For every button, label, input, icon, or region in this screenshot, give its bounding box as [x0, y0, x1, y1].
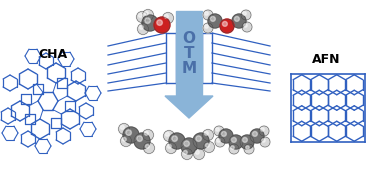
Circle shape [123, 127, 139, 143]
Circle shape [196, 136, 201, 141]
Circle shape [172, 136, 177, 141]
Circle shape [194, 148, 204, 160]
Circle shape [181, 138, 197, 154]
Circle shape [203, 130, 214, 140]
Circle shape [214, 126, 224, 136]
Circle shape [166, 143, 177, 153]
Text: T: T [184, 46, 194, 61]
Circle shape [203, 23, 213, 33]
Circle shape [118, 124, 130, 134]
Circle shape [211, 16, 215, 21]
Polygon shape [165, 96, 213, 118]
Circle shape [139, 25, 143, 29]
Circle shape [242, 22, 252, 32]
Circle shape [136, 11, 147, 22]
Circle shape [134, 133, 150, 149]
Circle shape [193, 133, 209, 149]
Circle shape [144, 131, 148, 135]
Circle shape [232, 14, 246, 28]
Circle shape [262, 139, 265, 142]
Circle shape [231, 138, 236, 142]
Circle shape [234, 16, 239, 21]
Circle shape [220, 19, 234, 33]
Text: AFN: AFN [312, 53, 340, 66]
Circle shape [243, 12, 246, 15]
Circle shape [181, 148, 192, 160]
Circle shape [126, 130, 132, 135]
Circle shape [242, 138, 247, 142]
Circle shape [216, 128, 219, 131]
Circle shape [146, 144, 149, 148]
Text: CHA: CHA [39, 48, 68, 61]
Circle shape [145, 18, 150, 23]
Circle shape [253, 131, 257, 136]
Circle shape [195, 151, 199, 154]
Circle shape [143, 130, 153, 140]
Circle shape [240, 135, 254, 149]
Circle shape [121, 125, 124, 129]
Circle shape [261, 128, 264, 131]
Bar [176, 11, 202, 96]
Circle shape [222, 131, 226, 136]
Circle shape [183, 151, 187, 154]
Circle shape [231, 146, 234, 149]
Circle shape [205, 143, 209, 147]
Circle shape [259, 126, 269, 136]
Circle shape [215, 137, 225, 147]
Circle shape [246, 146, 249, 149]
Circle shape [244, 144, 254, 154]
Circle shape [208, 14, 222, 28]
Circle shape [164, 130, 175, 142]
Circle shape [203, 10, 213, 20]
Circle shape [229, 135, 243, 149]
Circle shape [203, 142, 214, 153]
Circle shape [219, 129, 233, 143]
Circle shape [169, 133, 185, 149]
Circle shape [154, 17, 170, 33]
Circle shape [144, 11, 148, 15]
Circle shape [163, 12, 174, 24]
Circle shape [260, 137, 270, 147]
Circle shape [204, 131, 208, 135]
Circle shape [167, 144, 171, 148]
Circle shape [138, 24, 149, 34]
Circle shape [157, 20, 163, 25]
Circle shape [164, 14, 168, 18]
Circle shape [222, 21, 227, 26]
Circle shape [244, 24, 247, 27]
Circle shape [143, 10, 153, 20]
Circle shape [217, 139, 220, 142]
Text: M: M [181, 61, 197, 76]
Circle shape [229, 144, 239, 154]
Text: O: O [183, 31, 195, 46]
Circle shape [137, 136, 143, 141]
Circle shape [144, 143, 155, 153]
Circle shape [241, 10, 251, 20]
Circle shape [138, 13, 142, 17]
Circle shape [142, 15, 158, 31]
Circle shape [250, 129, 264, 143]
Circle shape [121, 135, 132, 147]
Circle shape [184, 141, 189, 146]
Circle shape [122, 137, 126, 141]
Circle shape [205, 25, 208, 28]
Circle shape [166, 132, 169, 136]
Circle shape [205, 12, 208, 15]
